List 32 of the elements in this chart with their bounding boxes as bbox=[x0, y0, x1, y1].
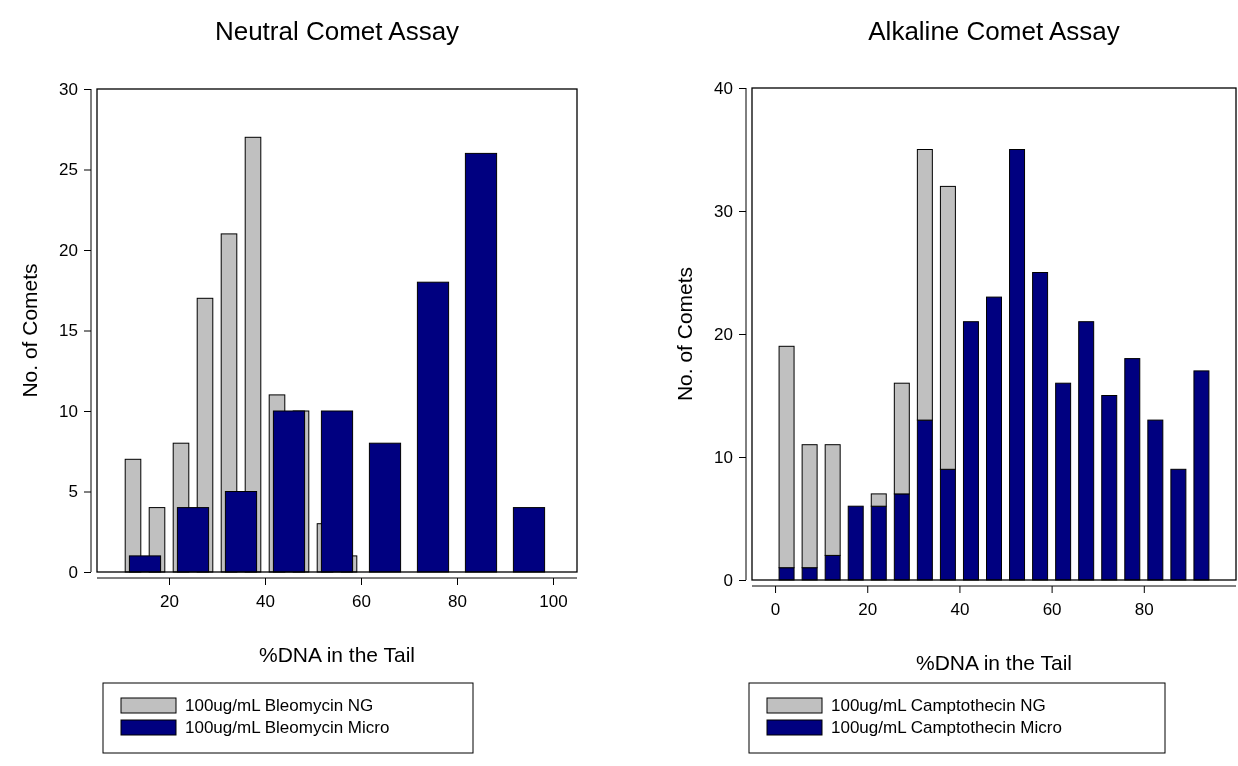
x-tick-label: 80 bbox=[448, 592, 467, 612]
y-tick-label: 40 bbox=[714, 78, 733, 98]
legend-label: 100ug/mL Bleomycin NG bbox=[185, 696, 374, 715]
x-tick-label: 0 bbox=[770, 600, 781, 620]
y-tick-label: 15 bbox=[59, 321, 78, 341]
x-tick-label: 60 bbox=[1042, 600, 1062, 620]
x-tick-label: 40 bbox=[256, 592, 275, 612]
x-tick-label: 20 bbox=[160, 592, 179, 612]
x-tick-label: 80 bbox=[1134, 600, 1154, 620]
y-axis-title: No. of Comets bbox=[673, 266, 696, 402]
y-tick-label: 0 bbox=[68, 562, 78, 582]
y-tick-label: 30 bbox=[714, 201, 733, 221]
y-tick-label: 20 bbox=[59, 240, 78, 260]
x-axis-title: %DNA in the Tail bbox=[258, 643, 416, 666]
x-axis-title: %DNA in the Tail bbox=[915, 651, 1073, 674]
x-tick-label: 100 bbox=[539, 592, 568, 612]
x-tick-label: 20 bbox=[858, 600, 878, 620]
y-axis-title: No. of Comets bbox=[18, 263, 41, 398]
legend-label: 100ug/mL Camptothecin NG bbox=[831, 696, 1046, 715]
y-tick-label: 30 bbox=[59, 79, 78, 99]
chart-title: Alkaline Comet Assay bbox=[868, 16, 1120, 46]
x-tick-label: 60 bbox=[352, 592, 371, 612]
chart-title: Neutral Comet Assay bbox=[214, 16, 460, 46]
y-tick-label: 10 bbox=[59, 401, 78, 421]
y-tick-label: 10 bbox=[714, 447, 733, 467]
y-tick-label: 5 bbox=[68, 482, 78, 502]
x-tick-label: 40 bbox=[950, 600, 970, 620]
legend-label: 100ug/mL Camptothecin Micro bbox=[831, 718, 1062, 737]
y-tick-label: 0 bbox=[723, 570, 733, 590]
legend-label: 100ug/mL Bleomycin Micro bbox=[185, 718, 390, 737]
y-tick-label: 25 bbox=[59, 160, 78, 180]
y-tick-label: 20 bbox=[714, 324, 733, 344]
